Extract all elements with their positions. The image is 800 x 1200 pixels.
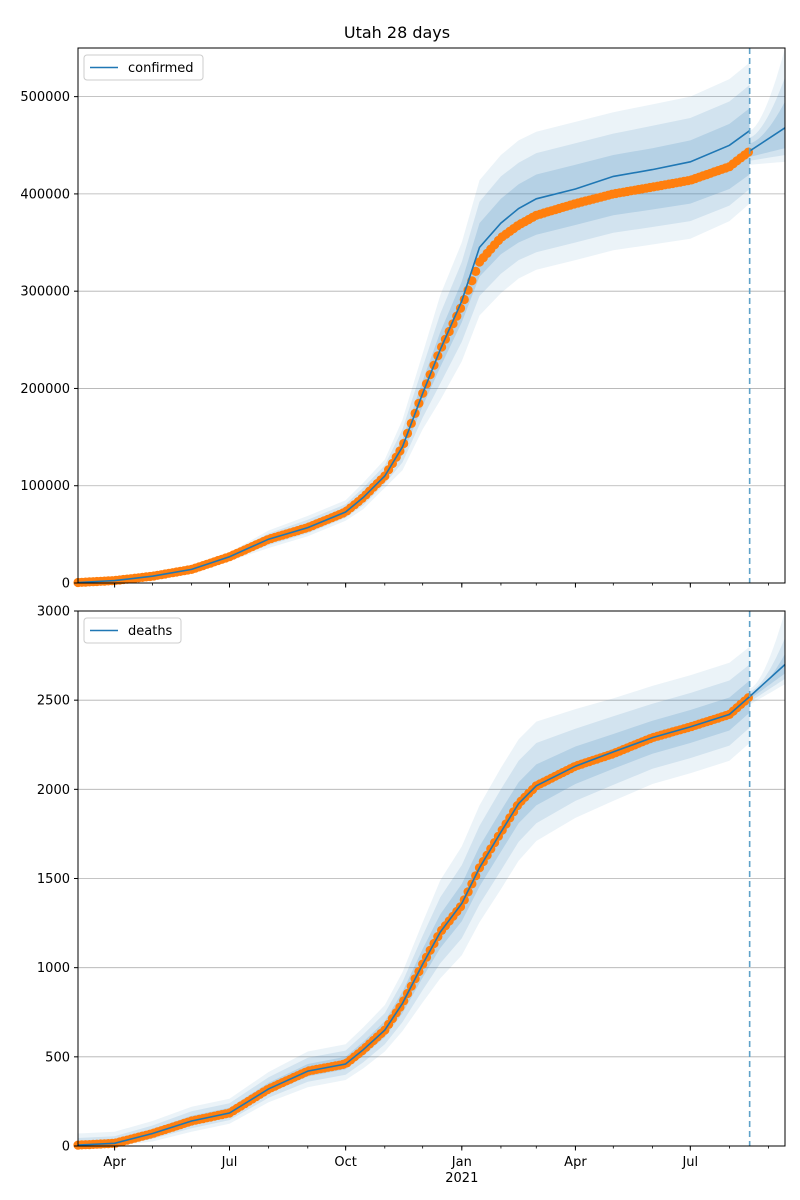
x-tick-label: Jul — [221, 1155, 238, 1170]
x-tick-label: Oct — [334, 1155, 356, 1170]
forecast-line — [749, 663, 786, 698]
y-tick-label: 300000 — [20, 285, 70, 300]
y-tick-label: 2000 — [37, 783, 70, 798]
model-line — [77, 130, 751, 584]
forecast-band-2 — [749, 611, 785, 705]
uncertainty-band-1 — [78, 664, 750, 1146]
uncertainty-band-2 — [78, 62, 750, 583]
y-tick-label: 100000 — [20, 479, 70, 494]
y-tick-label: 200000 — [20, 382, 70, 397]
figure-title: Utah 28 days — [344, 23, 450, 42]
y-tick-label: 0 — [62, 577, 70, 592]
y-tick-label: 1500 — [37, 872, 70, 887]
legend-box — [83, 617, 182, 644]
legend-label: confirmed — [128, 61, 194, 76]
y-tick-label: 0 — [62, 1140, 70, 1155]
legend-box — [83, 54, 204, 81]
x-tick-label: Apr — [103, 1155, 126, 1170]
forecast-band-1 — [749, 77, 785, 161]
confirmed-panel: 0 100000 200000 300000 400000 500000 confirmed — [20, 47, 786, 592]
uncertainty-band-0 — [78, 108, 750, 583]
legend: confirmed — [83, 54, 204, 81]
x-tick-sublabel: 2021 — [445, 1171, 478, 1186]
uncertainty-band-2 — [78, 646, 750, 1146]
y-tick-label: 400000 — [20, 187, 70, 202]
forecast-band-0 — [749, 101, 785, 157]
y-tick-label: 500 — [45, 1050, 70, 1065]
forecast-band-1 — [749, 637, 785, 702]
legend-label: deaths — [128, 624, 173, 639]
y-tick-label: 500000 — [20, 90, 70, 105]
legend: deaths — [83, 617, 182, 644]
plot-frame — [77, 47, 786, 584]
deaths-panel: 0 500 1000 1500 2000 2500 3000 Apr Jul Oct Jan2021… — [37, 605, 786, 1186]
forecast-band-2 — [749, 48, 785, 165]
y-tick-label: 1000 — [37, 961, 70, 976]
forecast-band-0 — [749, 653, 785, 700]
y-tick-label: 2500 — [37, 694, 70, 709]
x-tick-label: Apr — [564, 1155, 587, 1170]
model-line — [77, 695, 751, 1146]
forecast-line — [749, 127, 786, 152]
observed-point — [471, 266, 481, 276]
x-tick-label: Jan — [451, 1155, 472, 1170]
x-tick-label: Jul — [681, 1155, 698, 1170]
y-tick-label: 3000 — [37, 605, 70, 620]
uncertainty-band-1 — [78, 85, 750, 583]
